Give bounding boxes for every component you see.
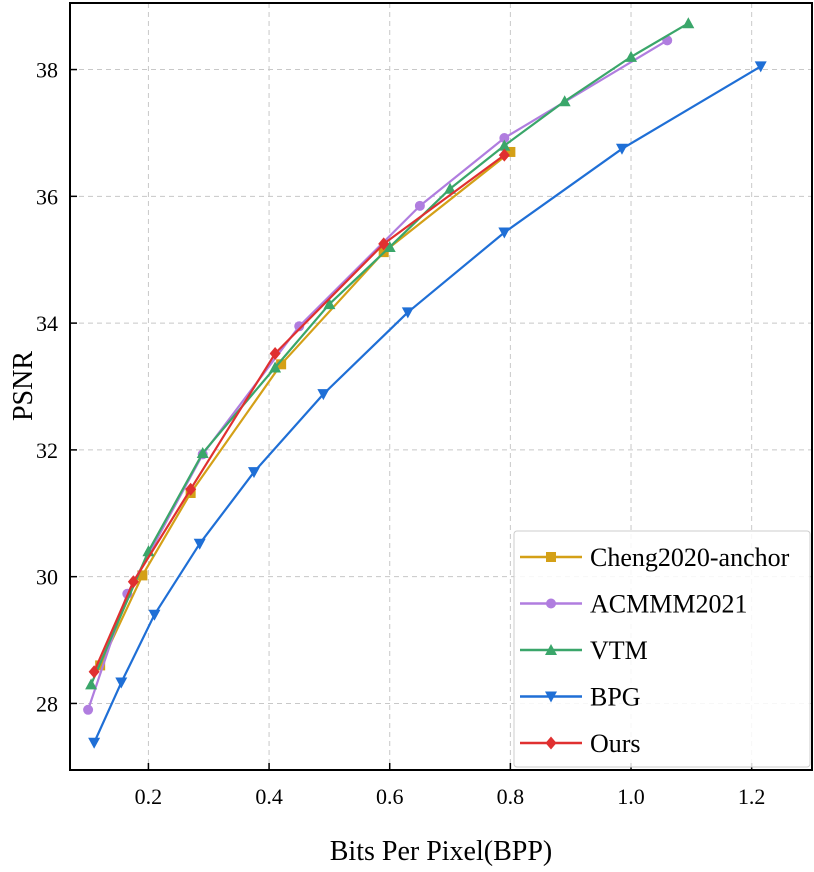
legend-item-acmmm2021: ACMMM2021 <box>520 590 747 619</box>
series-line-cheng2020-anchor <box>99 151 512 666</box>
series-ours <box>88 148 510 679</box>
legend-marker <box>546 552 556 562</box>
data-point-ours <box>269 347 281 361</box>
data-point-acmmm2021 <box>83 704 94 715</box>
x-tick-label: 0.4 <box>255 784 283 809</box>
data-point-bpg <box>401 307 414 319</box>
y-tick-label: 32 <box>36 438 58 463</box>
data-point-bpg <box>193 538 206 550</box>
y-tick-label: 38 <box>36 58 58 83</box>
legend-marker <box>545 691 557 703</box>
y-tick-label: 36 <box>36 184 58 209</box>
legend-item-vtm: VTM <box>520 636 648 665</box>
data-point-ours <box>127 575 139 589</box>
data-point-bpg <box>754 61 767 73</box>
legend-label: BPG <box>590 683 641 712</box>
legend-label: VTM <box>590 636 648 665</box>
series-line-bpg <box>93 65 762 744</box>
legend-marker <box>546 598 556 609</box>
data-point-bpg <box>148 609 161 621</box>
legend-item-ours: Ours <box>520 729 641 758</box>
data-point-bpg <box>615 143 628 155</box>
data-point-bpg <box>115 677 128 689</box>
data-point-bpg <box>247 467 260 479</box>
series-group <box>83 17 767 749</box>
y-tick-label: 30 <box>36 565 58 590</box>
x-axis-label: Bits Per Pixel(BPP) <box>330 836 552 867</box>
legend-box <box>513 530 811 768</box>
data-point-ours <box>185 482 197 496</box>
data-point-vtm <box>498 139 511 151</box>
data-point-acmmm2021 <box>499 133 510 144</box>
legend-item-cheng2020-anchor: Cheng2020-anchor <box>520 543 790 572</box>
series-vtm <box>85 17 695 690</box>
data-point-vtm <box>682 17 695 29</box>
x-tick-label: 0.6 <box>376 784 404 809</box>
legend-label: Ours <box>590 729 641 758</box>
legend-marker <box>545 644 557 655</box>
data-point-vtm <box>558 95 571 107</box>
data-point-vtm <box>323 298 336 310</box>
data-point-bpg <box>88 737 101 749</box>
x-tick-label: 0.8 <box>497 784 525 809</box>
data-point-vtm <box>383 241 396 253</box>
series-line-ours <box>93 154 505 673</box>
x-tick-label: 1.0 <box>617 784 645 809</box>
axis-ticks: 0.2 0.4 0.6 0.8 1.0 1.2 28 30 32 34 36 38 <box>36 58 765 809</box>
plot-frame <box>69 2 813 771</box>
x-tick-label: 1.2 <box>738 784 766 809</box>
legend-item-bpg: BPG <box>520 683 641 712</box>
data-point-vtm <box>625 50 638 62</box>
data-point-cheng2020-anchor <box>137 570 148 581</box>
data-point-acmmm2021 <box>294 321 305 332</box>
y-tick-label: 28 <box>36 691 58 716</box>
x-tick-label: 0.2 <box>135 784 163 809</box>
data-point-cheng2020-anchor <box>276 359 287 370</box>
data-point-ours <box>498 148 510 162</box>
legend-label: ACMMM2021 <box>590 590 747 619</box>
legend-marker <box>545 736 557 750</box>
data-point-bpg <box>317 389 330 401</box>
data-point-vtm <box>196 447 209 459</box>
y-axis-label: PSNR <box>8 351 39 421</box>
data-point-cheng2020-anchor <box>505 146 516 157</box>
data-point-vtm <box>85 678 98 690</box>
data-point-vtm <box>444 182 457 194</box>
data-point-acmmm2021 <box>414 200 425 211</box>
data-point-vtm <box>269 361 282 373</box>
y-tick-label: 34 <box>36 311 58 336</box>
legend-label: Cheng2020-anchor <box>590 543 790 572</box>
data-point-bpg <box>498 227 511 239</box>
data-point-ours <box>88 665 100 679</box>
series-bpg <box>88 61 767 749</box>
legend: Cheng2020-anchor ACMMM2021 VTM BPG Ours <box>513 530 811 768</box>
data-point-ours <box>378 237 390 251</box>
